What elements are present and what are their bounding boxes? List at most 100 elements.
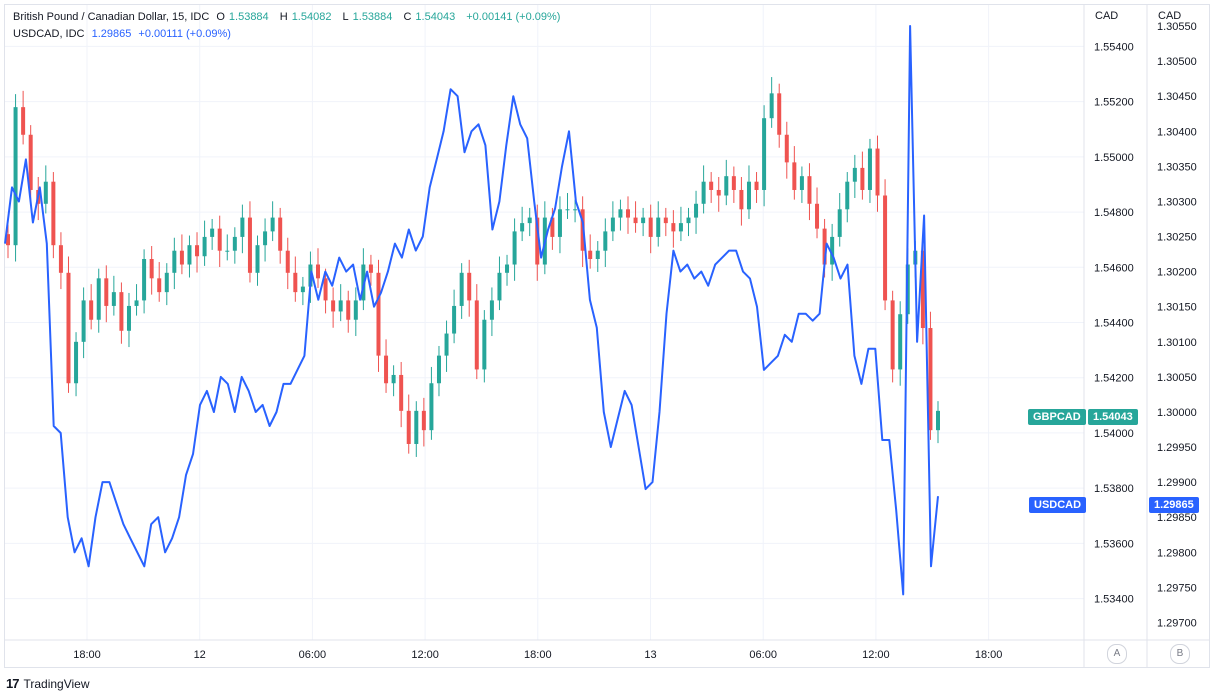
axis-a-tick: 1.53800 xyxy=(1094,483,1134,495)
candle-body xyxy=(293,272,298,293)
axis-b-tick: 1.29900 xyxy=(1157,477,1197,489)
candle-body xyxy=(746,181,751,210)
time-tick: 12:00 xyxy=(411,649,439,661)
candle-body xyxy=(43,181,48,204)
axis-b-tick: 1.30450 xyxy=(1157,91,1197,103)
candle-body xyxy=(936,410,940,431)
candle-body xyxy=(202,236,207,257)
legend-open: 1.53884 xyxy=(228,11,269,23)
candle-body xyxy=(172,250,177,273)
candle-body xyxy=(709,181,714,190)
candle-body xyxy=(232,236,237,251)
usdcad-price-tag: 1.29865 xyxy=(1149,497,1199,513)
gbpcad-candles xyxy=(6,77,940,457)
gbpcad-price-tag: 1.54043 xyxy=(1088,409,1138,425)
axis-b-tick: 1.29700 xyxy=(1157,617,1197,629)
time-tick: 18:00 xyxy=(524,649,552,661)
candle-body xyxy=(527,217,532,224)
tradingview-logo-icon: 17 xyxy=(6,676,20,691)
overlay-change: +0.00111 (+0.09%) xyxy=(138,28,231,40)
candle-body xyxy=(278,217,283,251)
candle-body xyxy=(815,203,820,229)
candle-body xyxy=(875,148,880,196)
candle-body xyxy=(436,355,441,384)
axis-b-tick: 1.30500 xyxy=(1157,56,1197,68)
candle-body xyxy=(187,245,192,265)
candle-body xyxy=(444,333,449,356)
axis-b-tick: 1.30250 xyxy=(1157,232,1197,244)
candle-body xyxy=(799,176,804,190)
candle-body xyxy=(285,250,290,273)
candle-body xyxy=(157,278,162,293)
axis-b-tick: 1.30100 xyxy=(1157,337,1197,349)
candle-body xyxy=(384,355,389,384)
candle-body xyxy=(6,234,10,246)
candle-body xyxy=(429,383,434,431)
time-tick: 06:00 xyxy=(299,649,327,661)
candle-body xyxy=(51,181,56,246)
candle-body xyxy=(58,245,63,273)
candle-body xyxy=(126,305,131,331)
candle-body xyxy=(663,217,668,224)
overlay-value: 1.29865 xyxy=(91,28,132,40)
candle-body xyxy=(353,300,358,320)
candle-body xyxy=(845,181,850,210)
candle-body xyxy=(610,217,615,232)
candle-body xyxy=(716,189,721,196)
candle-body xyxy=(28,134,33,190)
candle-body xyxy=(535,217,540,265)
legend-c-label: C xyxy=(403,11,412,23)
legend-overlay: USDCAD, IDC 1.29865 +0.00111 (+0.09%) xyxy=(13,28,235,40)
gbpcad-tag: GBPCAD xyxy=(1028,409,1086,425)
axis-b-tick: 1.30400 xyxy=(1157,126,1197,138)
candle-body xyxy=(195,245,200,257)
candle-body xyxy=(784,134,789,163)
usdcad-line xyxy=(4,25,939,596)
candle-body xyxy=(724,176,729,196)
candle-body xyxy=(96,278,101,320)
candle-body xyxy=(754,181,759,190)
axis-a-unit: CAD xyxy=(1095,10,1119,22)
candle-body xyxy=(111,292,116,306)
candle-body xyxy=(474,300,479,370)
candle-body xyxy=(550,217,555,237)
candle-body xyxy=(701,181,706,204)
candle-body xyxy=(482,319,487,370)
candle-body xyxy=(270,217,275,232)
candle-body xyxy=(414,410,419,444)
candle-body xyxy=(391,374,396,384)
footer[interactable]: 17 TradingView xyxy=(6,676,90,691)
axis-b-tick: 1.29950 xyxy=(1157,442,1197,454)
candle-body xyxy=(263,231,268,246)
axis-a-tick: 1.54200 xyxy=(1094,373,1134,385)
candle-body xyxy=(762,118,767,190)
candle-body xyxy=(520,223,525,232)
scale-b-button[interactable]: B xyxy=(1170,644,1190,664)
legend-l-label: L xyxy=(342,11,349,23)
legend-symbol: British Pound / Canadian Dollar, 15, IDC xyxy=(13,11,210,23)
candle-body xyxy=(777,93,782,135)
candle-body xyxy=(830,236,835,265)
candle-body xyxy=(867,148,872,190)
candle-body xyxy=(656,217,661,237)
candle-body xyxy=(497,272,502,301)
candle-body xyxy=(346,300,351,320)
candle-body xyxy=(626,209,630,218)
candle-body xyxy=(489,300,494,320)
axis-b-tick: 1.30550 xyxy=(1157,21,1197,33)
candle-body xyxy=(595,250,600,259)
time-tick: 18:00 xyxy=(975,649,1003,661)
scale-a-button[interactable]: A xyxy=(1107,644,1127,664)
axis-b-tick: 1.30050 xyxy=(1157,372,1197,384)
axis-b-tick: 1.30350 xyxy=(1157,161,1197,173)
axis-a-tick: 1.53400 xyxy=(1094,594,1134,606)
axis-a-tick: 1.54000 xyxy=(1094,428,1134,440)
time-tick: 18:00 xyxy=(73,649,101,661)
usdcad-tag: USDCAD xyxy=(1029,497,1087,513)
legend-close: 1.54043 xyxy=(415,11,456,23)
legend-h-label: H xyxy=(279,11,288,23)
candle-body xyxy=(633,217,638,224)
candle-body xyxy=(225,250,230,252)
axis-b-tick: 1.30000 xyxy=(1157,407,1197,419)
